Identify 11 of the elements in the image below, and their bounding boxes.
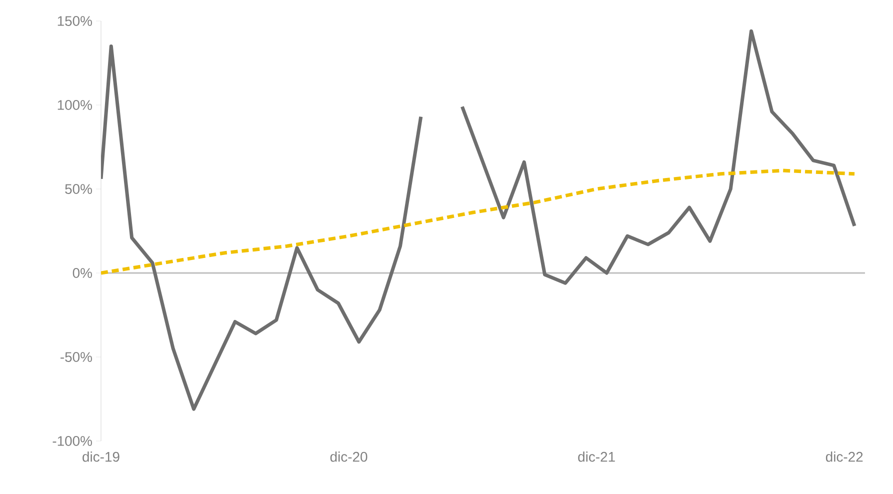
x-tick-label: dic-21 — [578, 452, 615, 462]
y-tick-label: -50% — [60, 352, 92, 362]
y-tick-label: 50% — [65, 184, 92, 194]
x-tick-label: dic-22 — [826, 452, 863, 462]
y-tick-label: 150% — [58, 16, 92, 26]
y-tick-label: 0% — [72, 268, 92, 278]
x-tick-label: dic-19 — [82, 452, 120, 462]
y-tick-label: 100% — [58, 100, 92, 110]
y-tick-label: -100% — [52, 436, 92, 446]
x-tick-label: dic-20 — [330, 452, 368, 462]
line-series — [101, 168, 856, 275]
